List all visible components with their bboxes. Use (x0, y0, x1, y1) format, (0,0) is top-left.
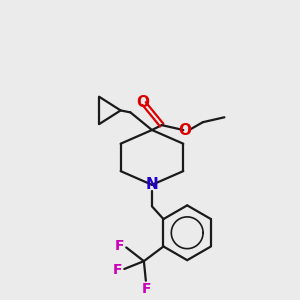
Text: F: F (115, 239, 124, 254)
Text: O: O (136, 95, 150, 110)
Text: N: N (146, 177, 158, 192)
Text: O: O (178, 122, 191, 137)
Text: F: F (113, 263, 122, 277)
Text: F: F (142, 282, 152, 296)
